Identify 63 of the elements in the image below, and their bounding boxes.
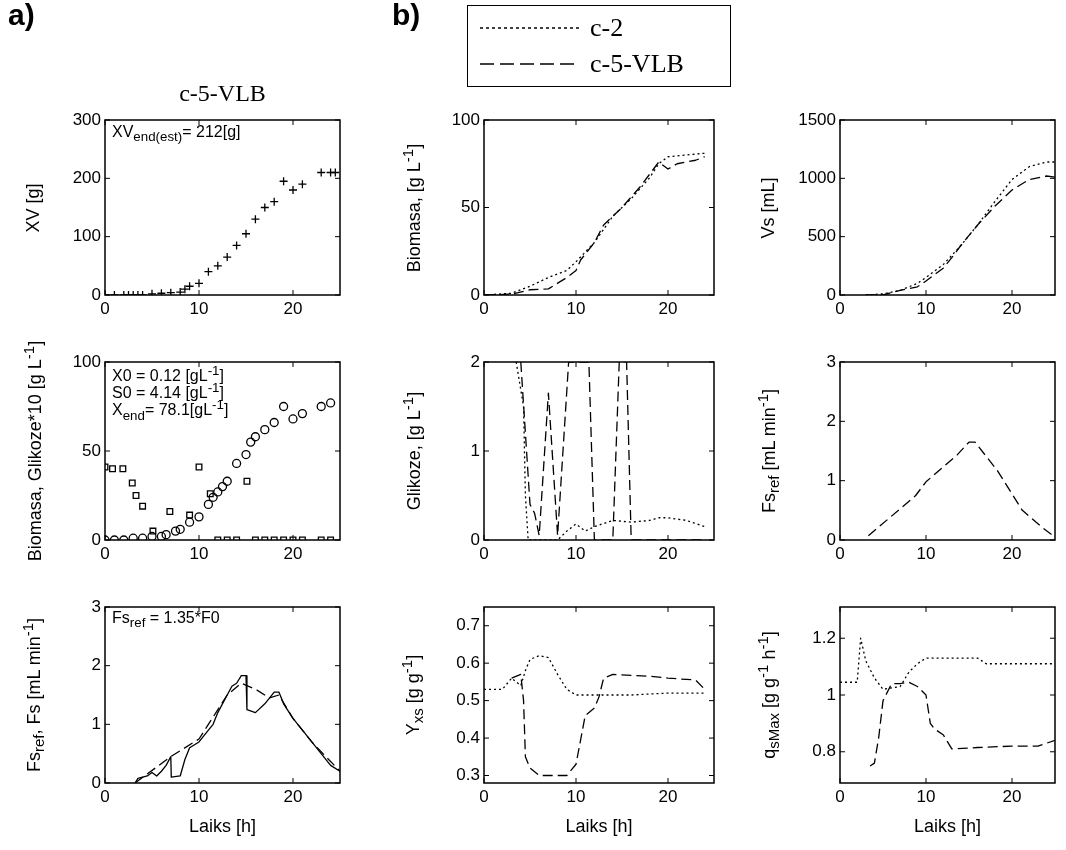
x-tick-label: 20 [283, 786, 303, 806]
x-tick-label: 20 [658, 543, 678, 563]
y-tick-label: 2 [91, 655, 101, 675]
y-tick-label: 1000 [798, 168, 836, 188]
y-tick-label: 2 [470, 351, 480, 371]
text: a) [8, 0, 35, 31]
y-tick-label: 1 [470, 440, 480, 460]
y-tick-label: 50 [461, 197, 480, 217]
x-axis-title: Laiks [h] [913, 816, 982, 837]
y-tick-label: 0 [91, 772, 101, 792]
x-axis-title: Laiks [h] [565, 816, 633, 837]
chart-title: c-5-VLB [179, 80, 266, 107]
x-tick-label: 20 [283, 543, 303, 563]
x-tick-label: 20 [1002, 298, 1022, 318]
y-tick-label: 0 [826, 529, 836, 549]
x-tick-label: 20 [1002, 543, 1022, 563]
x-tick-label: 10 [189, 298, 209, 318]
y-tick-label: 50 [82, 440, 101, 460]
y-tick-label: 300 [72, 109, 101, 129]
x-tick-label: 10 [189, 543, 209, 563]
legend-label: c-5-VLB [590, 49, 684, 79]
y-tick-label: 1 [91, 714, 101, 734]
y-tick-label: 0 [91, 529, 101, 549]
x-tick-label: 20 [658, 786, 678, 806]
y-tick-label: 0 [91, 284, 101, 304]
y-tick-label: 3 [91, 596, 101, 616]
x-tick-label: 20 [658, 298, 678, 318]
y-tick-label: 0 [826, 284, 836, 304]
y-tick-label: 100 [72, 351, 101, 371]
x-tick-label: 10 [916, 298, 936, 318]
y-tick-label: 2 [826, 411, 836, 431]
x-tick-label: 10 [566, 543, 586, 563]
x-tick-label: 10 [916, 543, 936, 563]
y-tick-label: 3 [826, 351, 836, 371]
annotation: XV$_{end(est)}$= 212[g] [112, 123, 241, 145]
x-tick-label: 10 [916, 786, 936, 806]
y-axis-title: XV [g] [22, 182, 44, 233]
y-tick-label: 500 [807, 226, 836, 246]
y-tick-label: 1 [826, 684, 836, 704]
x-tick-label: 10 [189, 786, 209, 806]
x-tick-label: 20 [283, 298, 303, 318]
y-tick-label: 0.6 [456, 652, 480, 672]
legend-label: c-2 [590, 13, 624, 43]
y-tick-label: 0.5 [456, 690, 480, 710]
y-tick-label: 0.4 [456, 727, 480, 747]
y-tick-label: 1.2 [812, 627, 836, 647]
y-tick-label: 100 [72, 226, 101, 246]
y-tick-label: 200 [72, 168, 101, 188]
y-tick-label: 100 [451, 109, 480, 129]
y-tick-label: 0.3 [456, 765, 480, 785]
y-axis-title: Vs [mL] [757, 176, 779, 239]
x-axis-title: Laiks [h] [188, 816, 257, 837]
y-tick-label: 0 [470, 529, 480, 549]
y-tick-label: 1500 [798, 109, 836, 129]
x-tick-label: 10 [566, 298, 586, 318]
text: b) [392, 0, 421, 31]
x-tick-label: 20 [1002, 786, 1022, 806]
x-tick-label: 10 [566, 786, 586, 806]
y-tick-label: 1 [826, 470, 836, 490]
annotation: Fs$_{ref}$ = 1.35*F0 [112, 609, 220, 631]
y-tick-label: 0.7 [456, 615, 480, 635]
y-tick-label: 0.8 [812, 741, 836, 761]
y-tick-label: 0 [470, 284, 480, 304]
